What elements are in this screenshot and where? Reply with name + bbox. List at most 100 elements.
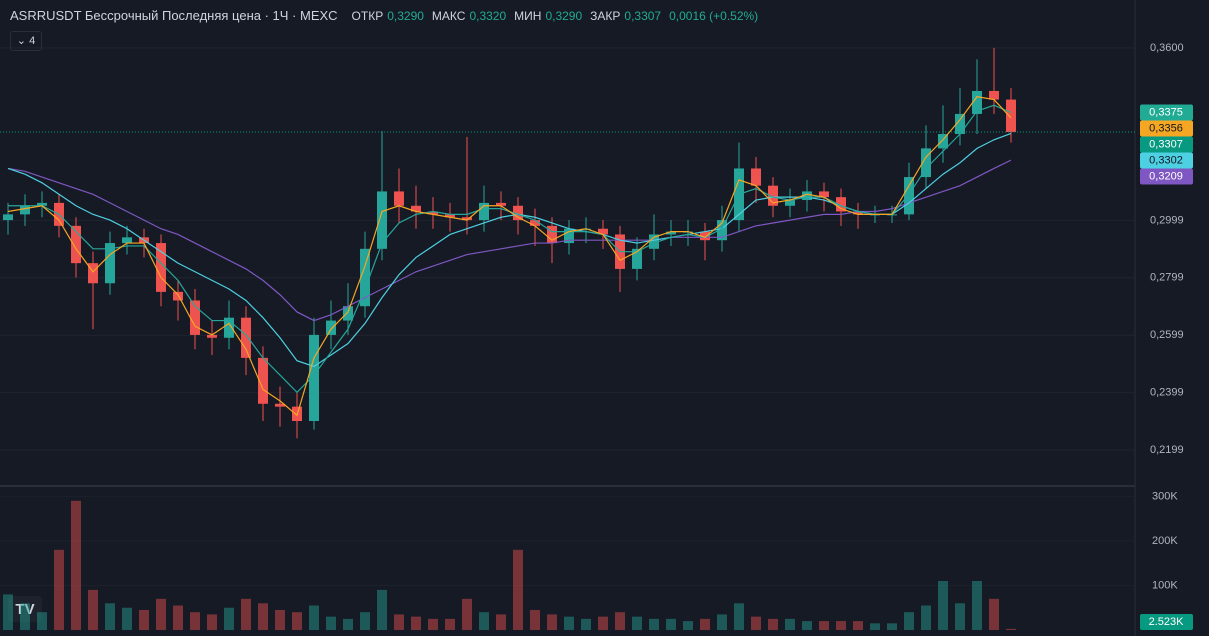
price-badge-label: 0,3209: [1149, 170, 1183, 182]
y-tick-label: 0,2799: [1150, 272, 1184, 284]
volume-bar: [683, 621, 693, 630]
volume-badge-label: 2.523K: [1149, 616, 1185, 628]
candle-body: [989, 90, 999, 100]
candle-body: [598, 228, 608, 235]
volume-badge: [1140, 614, 1193, 630]
candle-body: [564, 228, 574, 244]
volume-bar: [513, 549, 523, 630]
candle-body: [411, 205, 421, 212]
volume-bar: [802, 621, 812, 630]
candle-body: [190, 300, 200, 335]
candle-body: [156, 243, 166, 292]
symbol-title: ASRRUSDT Бессрочный Последняя цена · 1Ч …: [10, 8, 338, 23]
volume-bar: [887, 623, 897, 630]
candle-body: [326, 320, 336, 335]
y-tick-label: 0,2399: [1150, 386, 1184, 398]
candle-body: [547, 225, 557, 244]
candle-body: [88, 263, 98, 284]
candle-body: [632, 248, 642, 269]
candle-body: [496, 202, 506, 206]
candle-body: [309, 334, 319, 422]
volume-bar: [955, 603, 965, 630]
volume-bar: [836, 621, 846, 630]
price-badge-label: 0,3356: [1149, 122, 1183, 134]
candle-body: [275, 403, 285, 407]
volume-bar: [275, 609, 285, 630]
volume-bar: [870, 623, 880, 630]
volume-tick-label: 100K: [1152, 579, 1178, 591]
volume-bar: [1006, 628, 1016, 630]
volume-bar: [20, 603, 30, 630]
volume-bar: [71, 500, 81, 630]
candle-body: [241, 317, 251, 358]
volume-bar: [989, 598, 999, 630]
ohlc-value: 0,3320: [469, 9, 507, 23]
volume-bar: [700, 618, 710, 630]
candle-body: [343, 306, 353, 321]
price-badge: [1140, 136, 1193, 153]
volume-bar: [717, 614, 727, 630]
volume-bar: [598, 616, 608, 630]
volume-bar: [462, 598, 472, 630]
volume-tick-label: 300K: [1152, 490, 1178, 502]
volume-bar: [37, 612, 47, 630]
candle-body: [700, 231, 710, 241]
y-tick-label: 0,2999: [1150, 214, 1184, 226]
price-badge-label: 0,3375: [1149, 106, 1183, 118]
volume-bar: [326, 616, 336, 630]
candle-body: [377, 191, 387, 249]
y-tick-label: 0,3600: [1150, 42, 1184, 54]
volume-bar: [547, 614, 557, 630]
candle-body: [938, 134, 948, 149]
candle-body: [173, 291, 183, 301]
volume-bar: [173, 605, 183, 630]
candle-body: [530, 220, 540, 226]
indicators-toggle[interactable]: ⌄ 4: [10, 31, 42, 51]
volume-bar: [564, 616, 574, 630]
volume-bar: [921, 605, 931, 630]
candle-body: [360, 248, 370, 307]
volume-bar: [649, 618, 659, 630]
candle-body: [768, 185, 778, 206]
candle-body: [904, 177, 914, 215]
volume-bar: [938, 580, 948, 630]
candle-body: [3, 214, 13, 221]
volume-bar: [139, 609, 149, 630]
volume-bar: [207, 614, 217, 630]
volume-bar: [615, 612, 625, 630]
logo: TV: [8, 596, 42, 622]
candle-body: [20, 205, 30, 215]
volume-bar: [105, 603, 115, 630]
volume-bar: [904, 612, 914, 630]
svg-text:TV: TV: [15, 601, 34, 618]
ohlc-value: 0,3307: [624, 9, 662, 23]
y-tick-label: 0,2199: [1150, 444, 1184, 456]
ohlc-label: МАКС: [431, 9, 466, 23]
header: ASRRUSDT Бессрочный Последняя цена · 1Ч …: [10, 8, 762, 23]
ohlc-label: МИН: [514, 9, 542, 23]
volume-bar: [496, 614, 506, 630]
price-badge: [1140, 168, 1193, 185]
volume-bar: [309, 605, 319, 630]
ohlc-value: 0,3290: [387, 9, 424, 23]
candle-body: [258, 357, 268, 404]
candle-body: [751, 168, 761, 186]
volume-bar: [972, 580, 982, 630]
candle-body: [462, 217, 472, 221]
moving-average-line: [7, 159, 1012, 322]
candle-body: [955, 113, 965, 135]
price-badge: [1140, 120, 1193, 137]
volume-bar: [411, 616, 421, 630]
ohlc-label: ОТКР: [351, 9, 384, 23]
candle-body: [513, 205, 523, 221]
candle-body: [717, 220, 727, 241]
volume-bar: [3, 594, 13, 630]
candle-body: [921, 148, 931, 178]
candle-body: [122, 237, 132, 244]
volume-bar: [88, 589, 98, 630]
volume-bar: [224, 607, 234, 630]
volume-bar: [853, 621, 863, 630]
volume-bar: [819, 621, 829, 630]
volume-bar: [394, 614, 404, 630]
